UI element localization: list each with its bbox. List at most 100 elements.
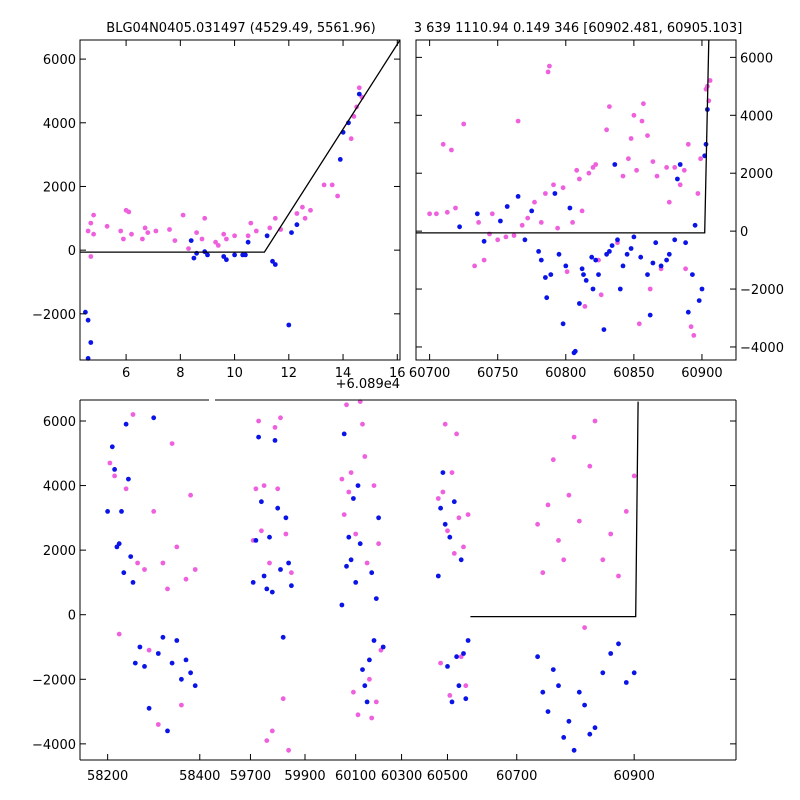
top-left-panel: BLG04N0405.031497 (4529.49, 5561.96) 6 8 1…: [32, 21, 406, 392]
data-point-band_b: [188, 492, 194, 498]
data-point-band_a: [259, 499, 264, 505]
data-point-band_b: [259, 528, 264, 534]
data-point-band_b: [272, 215, 278, 221]
top-left-model-line: [80, 39, 401, 253]
x-tick-label: 60850: [613, 366, 654, 381]
data-point-band_a: [571, 747, 577, 753]
data-point-band_b: [329, 182, 335, 188]
data-point-band_a: [151, 415, 157, 421]
data-point-band_b: [294, 211, 300, 216]
data-point-band_b: [300, 204, 305, 210]
data-point-band_a: [112, 467, 117, 472]
data-point-band_a: [353, 580, 359, 585]
data-point-band_b: [194, 230, 200, 236]
y-tick-label: 4000: [43, 480, 76, 495]
x-tick-label: 16: [389, 366, 406, 381]
data-point-band_b: [186, 246, 191, 252]
data-point-band_a: [264, 586, 270, 592]
y-tick-label: −4000: [32, 738, 76, 753]
data-point-band_b: [264, 738, 270, 743]
data-point-band_a: [556, 683, 561, 689]
data-point-band_b: [107, 460, 113, 466]
data-point-band_b: [564, 269, 570, 275]
data-point-band_b: [587, 463, 593, 469]
y-tick-label: 6000: [740, 51, 773, 66]
data-point-band_b: [540, 570, 546, 576]
data-point-band_b: [456, 515, 462, 521]
data-point-band_b: [628, 136, 634, 141]
data-point-band_a: [275, 505, 281, 511]
data-point-band_b: [346, 489, 352, 495]
data-point-band_a: [376, 515, 381, 521]
data-point-band_b: [435, 496, 441, 501]
data-point-band_b: [180, 212, 186, 218]
data-point-band_a: [142, 664, 147, 669]
data-point-band_b: [179, 702, 184, 708]
data-point-band_b: [355, 712, 361, 718]
data-point-band_a: [88, 340, 94, 345]
data-point-band_a: [224, 257, 229, 263]
data-point-band_a: [174, 638, 180, 643]
x-tick-label: 60800: [545, 366, 586, 381]
data-point-band_b: [707, 78, 713, 83]
top-right-axes-frame: [415, 39, 737, 361]
data-point-band_a: [457, 224, 462, 230]
data-point-band_b: [283, 531, 289, 537]
data-point-band_b: [104, 223, 110, 229]
data-point-band_b: [91, 231, 96, 237]
data-point-band_a: [631, 670, 637, 676]
data-point-band_a: [341, 431, 347, 437]
data-point-band_a: [623, 680, 629, 685]
data-point-band_b: [172, 238, 178, 244]
x-tick-label: 6: [122, 366, 130, 381]
data-point-band_a: [474, 211, 480, 217]
data-point-band_a: [445, 664, 450, 669]
data-point-band_b: [592, 418, 598, 424]
data-point-band_a: [205, 252, 210, 258]
data-point-band_a: [600, 670, 606, 676]
data-point-band_b: [261, 483, 267, 488]
data-point-band_a: [543, 275, 548, 280]
y-tick-label: 0: [68, 609, 76, 624]
data-point-band_a: [346, 534, 352, 540]
data-point-band_a: [121, 570, 127, 576]
data-point-band_b: [308, 207, 313, 213]
data-point-band_b: [570, 220, 575, 225]
data-point-band_a: [612, 162, 618, 167]
x-tick-label: 60300: [381, 769, 422, 784]
data-point-band_a: [550, 667, 556, 672]
data-point-band_b: [112, 473, 117, 479]
y-tick-label: −2000: [32, 308, 76, 323]
data-point-band_b: [547, 63, 552, 69]
data-point-band_b: [461, 121, 467, 127]
data-point-band_a: [545, 709, 551, 714]
y-tick-label: 6000: [43, 415, 76, 430]
data-point-band_a: [169, 660, 175, 666]
data-point-band_b: [639, 118, 645, 124]
data-point-band_b: [560, 185, 566, 191]
data-point-band_a: [130, 580, 136, 585]
data-point-band_a: [269, 589, 275, 595]
data-point-band_a: [536, 249, 541, 254]
data-point-band_b: [213, 239, 219, 245]
data-point-band_a: [348, 557, 354, 563]
data-point-band_b: [664, 165, 669, 170]
y-tick-label: −4000: [740, 341, 784, 356]
data-point-band_a: [454, 654, 459, 660]
data-point-band_a: [188, 670, 194, 676]
data-point-band_b: [348, 136, 354, 142]
data-point-band_a: [567, 205, 573, 211]
top-left-offset-label: +6.089e4: [336, 377, 400, 392]
top-right-panel: 3 639 1110.94 0.149 346 [60902.481, 6090…: [409, 21, 784, 381]
data-point-band_b: [519, 222, 525, 228]
data-point-band_b: [202, 215, 208, 221]
data-point-band_b: [253, 486, 259, 492]
data-point-band_b: [155, 722, 161, 727]
data-point-band_b: [267, 225, 273, 231]
data-point-band_b: [232, 233, 238, 239]
data-point-band_a: [581, 272, 586, 277]
x-tick-label: 12: [281, 366, 298, 381]
data-point-band_b: [672, 165, 678, 170]
data-point-band_b: [272, 425, 278, 430]
